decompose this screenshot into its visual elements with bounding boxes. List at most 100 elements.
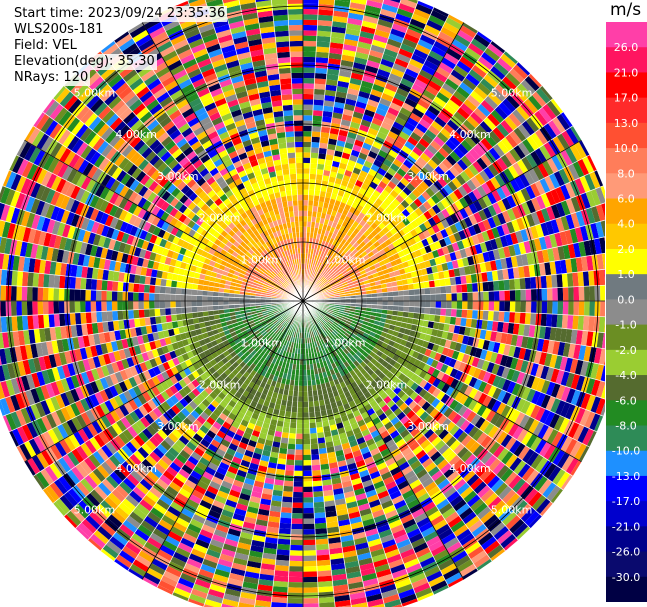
radar-gate [444,78,460,91]
radar-gate [317,158,326,165]
radar-gate [409,18,427,30]
radar-gate [344,274,351,280]
radar-gate [382,116,395,126]
radar-gate [407,136,419,147]
radar-gate [476,157,488,170]
radar-gate [335,261,341,268]
radar-gate [308,406,315,413]
radar-gate [291,507,303,514]
radar-gate [293,470,303,477]
radar-gate [409,295,415,301]
radar-gate [318,268,324,275]
radar-gate [342,147,353,155]
radar-gate [584,301,590,316]
radar-gate [414,216,424,226]
radar-gate [472,301,479,311]
radar-gate [385,135,396,145]
radar-gate [320,132,330,139]
radar-gate [556,273,563,288]
radar-gate [449,150,461,163]
radar-gate [311,454,320,461]
radar-gate [413,174,424,185]
radar-gate [482,310,489,321]
radar-gate [303,216,308,222]
radar-gate [453,162,464,174]
radar-gate [324,247,330,254]
radar-gate [509,289,516,301]
radar-gate [312,475,322,482]
radar-gate [492,126,506,141]
radar-gate [498,102,513,117]
radar-gate [342,227,350,235]
radar-gate [276,543,291,551]
radar-gate [335,194,343,202]
radar-gate [360,260,368,267]
radar-gate [329,271,335,277]
radar-gate [285,459,295,466]
radar-gate [406,214,415,223]
radar-gate [356,263,363,270]
radar-gate [330,37,345,44]
radar-gate [337,167,346,175]
radar-gate [319,245,324,252]
radar-gate [387,107,400,117]
radar-gate [334,96,347,104]
radar-gate [382,87,396,98]
radar-gate [403,173,414,183]
radar-gate [311,126,322,132]
radar-gate [306,237,310,243]
radar-gate [398,306,404,312]
radar-gate [455,276,462,285]
radar-gate [517,83,532,99]
radar-gate [317,267,322,274]
radar-gate [404,140,416,151]
radar-gate [338,257,345,264]
radar-gate [414,207,424,217]
radar-gate [561,314,569,329]
radar-gate [427,226,436,236]
radar-gate [418,137,430,149]
radar-gate [311,211,318,218]
radar-gate [315,288,321,293]
radar-gate [295,438,303,445]
radar-gate [477,310,484,320]
radar-gate [404,97,418,108]
radar-gate [552,136,566,153]
radar-gate [389,0,401,3]
radar-gate [505,94,520,110]
radar-gate [552,301,558,315]
radar-gate [297,407,303,413]
radar-gate [371,39,387,49]
radar-gate [371,83,385,93]
radar-gate [462,292,468,301]
radar-gate [441,143,454,155]
radar-gate [398,149,410,160]
radar-gate [313,507,326,514]
radar-gate [352,184,361,193]
radar-gate [375,107,388,117]
radar-gate [324,259,329,266]
radar-gate [276,549,290,556]
radar-gate [434,116,447,128]
radar-gate [352,167,362,175]
radar-gate [427,80,442,92]
radar-gate [398,290,404,296]
radar-gate [303,507,315,514]
radar-gate [303,529,316,535]
radar-gate [521,156,533,171]
radar-gate [303,470,313,477]
radar-gate [280,507,293,514]
radar-gate [303,550,317,556]
radar-gate [458,196,469,209]
radar-gate [313,104,324,111]
radar-gate [502,98,517,113]
ray-separator [302,0,402,302]
radar-gate [313,200,319,207]
radar-gate [365,257,372,264]
radar-gate [424,129,437,141]
radar-gate [561,130,575,147]
radar-gate [453,147,465,159]
radar-gate [438,87,453,100]
radar-gate [470,176,482,189]
radar-gate [330,31,346,39]
